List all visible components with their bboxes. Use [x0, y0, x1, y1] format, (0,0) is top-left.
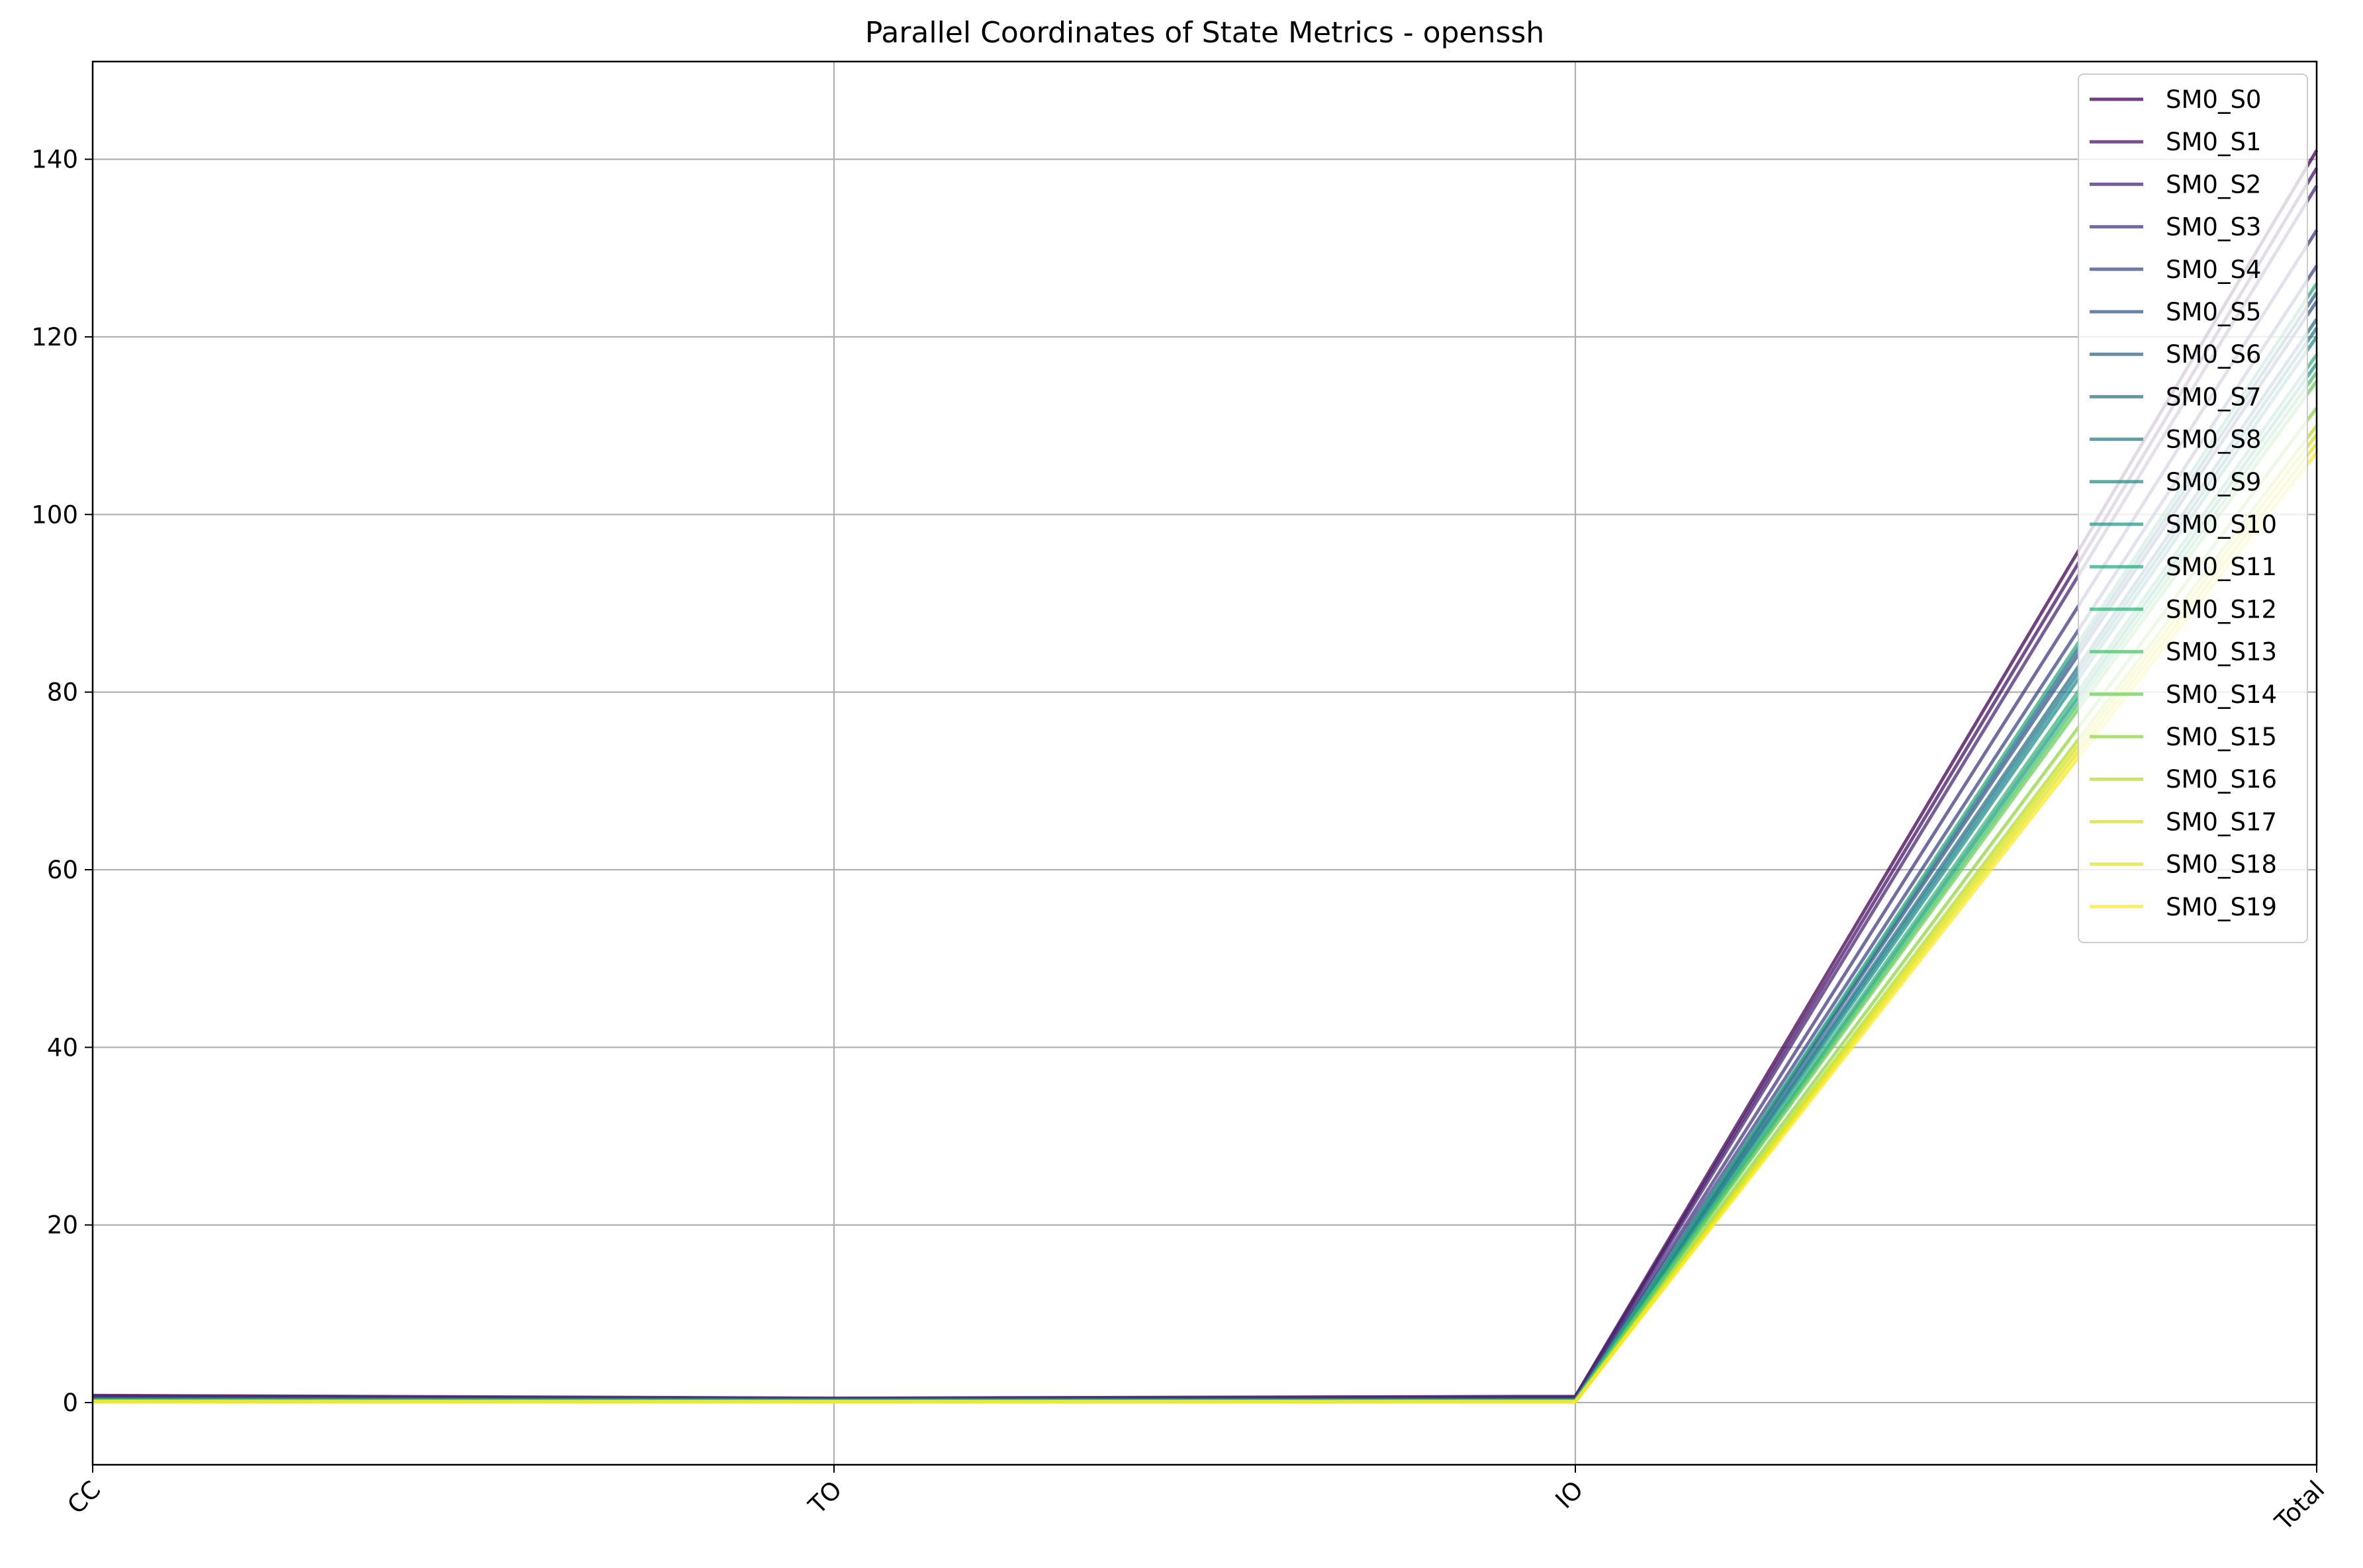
legend-label: SM0_S17: [2166, 807, 2277, 836]
series-line-sm0-s17: [93, 433, 2318, 1404]
legend-label: SM0_S7: [2166, 383, 2261, 411]
legend-label: SM0_S11: [2166, 553, 2277, 581]
chart-title: Parallel Coordinates of State Metrics - …: [865, 16, 1544, 50]
series-line-sm0-s15: [92, 406, 2319, 1404]
axis-label-to: TO: [803, 1475, 848, 1520]
series-line-sm0-s14: [92, 380, 2319, 1404]
legend-label: SM0_S8: [2166, 426, 2261, 454]
legend-label: SM0_S6: [2166, 340, 2261, 369]
legend-label: SM0_S1: [2166, 128, 2261, 156]
legend-label: SM0_S14: [2166, 680, 2277, 709]
series-line-sm0-s16: [93, 424, 2318, 1404]
axis-layer: 0 20 40 60 80 100 120 140 CC TO IO Total: [31, 60, 2330, 1536]
y-tick-label: 80: [47, 678, 78, 707]
legend-label: SM0_S15: [2166, 723, 2277, 751]
legend-label: SM0_S18: [2166, 851, 2277, 879]
series-line-sm0-s7: [92, 318, 2319, 1402]
y-tick-label: 0: [62, 1389, 78, 1417]
legend-label: SM0_S16: [2166, 765, 2277, 794]
axis-label-io: IO: [1550, 1475, 1589, 1514]
series-line-sm0-s19: [93, 451, 2318, 1404]
series-line-sm0-s5: [92, 300, 2319, 1402]
legend-label: SM0_S13: [2166, 638, 2277, 667]
legend: SM0_S0 SM0_S1 SM0_S2 SM0_S3 SM0_S4 SM0_S5 SM0_…: [2078, 73, 2308, 943]
legend-label: SM0_S0: [2166, 85, 2261, 114]
series-line-sm0-s13: [93, 371, 2319, 1403]
legend-label: SM0_S2: [2166, 170, 2261, 199]
axis-label-cc: CC: [62, 1475, 106, 1520]
legend-box: [2078, 73, 2308, 943]
series-line-sm0-s18: [93, 442, 2318, 1404]
legend-label: SM0_S12: [2166, 595, 2277, 623]
legend-label: SM0_S19: [2166, 893, 2277, 921]
y-tick-label: 20: [47, 1211, 78, 1240]
series-line-sm0-s6: [92, 291, 2319, 1402]
plot-frame: [91, 60, 2318, 1466]
y-tick-label: 60: [47, 856, 78, 884]
legend-label: SM0_S5: [2166, 298, 2261, 326]
legend-label: SM0_S10: [2166, 510, 2277, 539]
axis-label-total: Total: [2269, 1475, 2330, 1536]
legend-label: SM0_S9: [2166, 468, 2261, 496]
series-layer: [92, 149, 2319, 1404]
legend-label: SM0_S4: [2166, 255, 2261, 284]
y-tick-label: 40: [47, 1033, 78, 1062]
y-tick-label: 140: [31, 146, 78, 174]
y-tick-label: 120: [31, 323, 78, 351]
y-tick-label: 100: [31, 500, 78, 529]
grid-layer: [91, 62, 2318, 1465]
legend-label: SM0_S3: [2166, 213, 2261, 242]
